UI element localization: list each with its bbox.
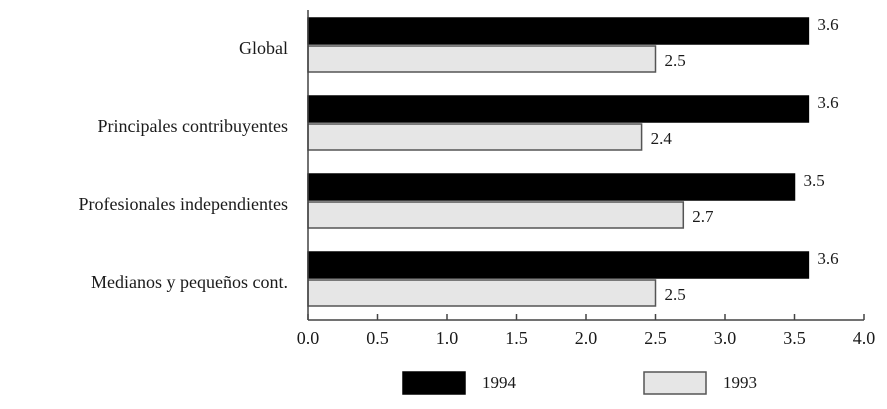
legend-label-1993: 1993 [723,373,757,392]
category-label: Principales contribuyentes [98,116,288,136]
legend-swatch-1993 [643,371,707,395]
x-tick-label: 0.0 [297,328,320,348]
x-tick-label: 1.0 [436,328,459,348]
data-label: 2.5 [665,51,686,70]
bar-1993-2 [307,201,685,229]
bar-1993-3 [307,279,657,307]
legend-label-1994: 1994 [482,373,517,392]
x-tick-label: 4.0 [853,328,876,348]
bars-layer [307,17,810,307]
x-tick-label: 3.5 [783,328,806,348]
x-tick-label: 1.5 [505,328,528,348]
labels-layer: 3.6 2.5 Global 3.6 2.4 Principales contribuye… [79,15,876,348]
data-label: 2.5 [665,285,686,304]
x-tick-label: 2.0 [575,328,598,348]
legend: 1994 1993 [402,371,757,395]
x-tick-label: 0.5 [366,328,389,348]
legend-swatch-1994 [402,371,466,395]
axes-layer [307,10,865,321]
bar-1993-0 [307,45,657,73]
category-label: Profesionales independientes [79,194,288,214]
data-label: 3.5 [804,171,825,190]
category-label: Global [239,38,288,58]
data-label: 2.7 [692,207,714,226]
data-label: 3.6 [817,93,838,112]
x-tick-label: 3.0 [714,328,737,348]
bar-1993-1 [307,123,643,151]
data-label: 3.6 [817,249,838,268]
bar-1994-3 [307,251,810,279]
bar-1994-0 [307,17,810,45]
data-label: 3.6 [817,15,838,34]
bar-1994-1 [307,95,810,123]
data-label: 2.4 [651,129,673,148]
category-label: Medianos y pequeños cont. [91,272,288,292]
bar-1994-2 [307,173,796,201]
x-tick-label: 2.5 [644,328,667,348]
